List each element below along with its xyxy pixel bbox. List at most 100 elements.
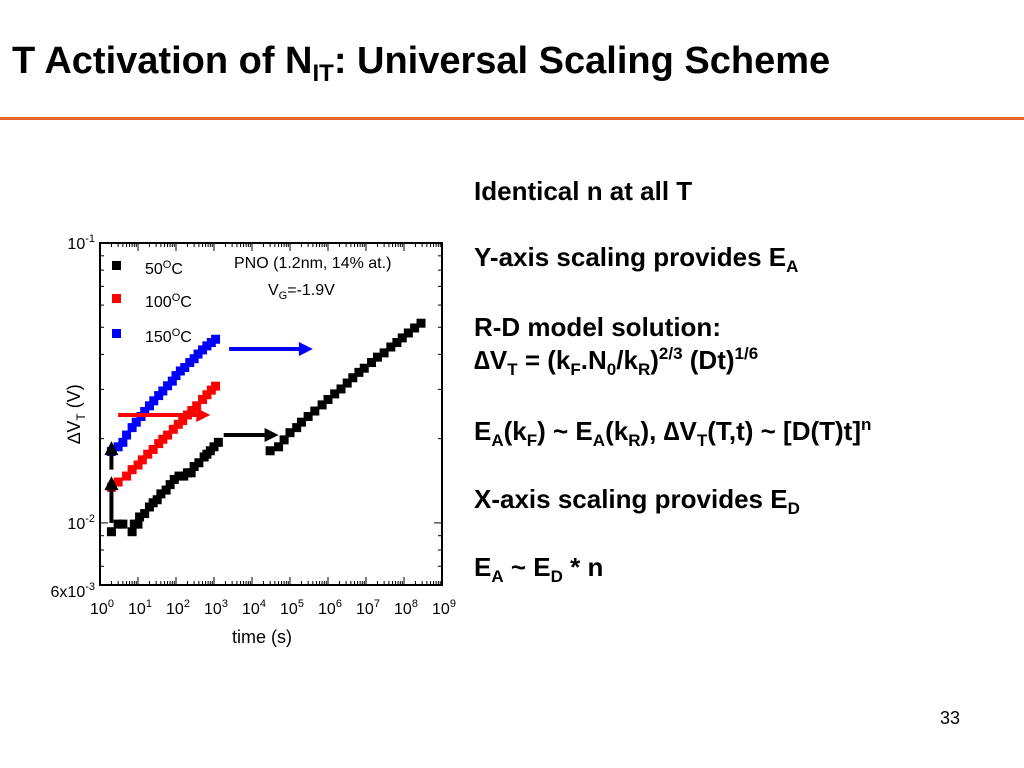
eq3-sub: A — [491, 567, 504, 586]
eq2-part: ), ∆V — [640, 416, 697, 446]
data-point-series-1 — [192, 401, 202, 411]
x-tick-label: 104 — [242, 598, 266, 618]
eq1-part: /k — [616, 345, 638, 375]
eq1-sup: 1/6 — [734, 344, 759, 363]
eq1-part: ) — [650, 345, 659, 375]
data-point-series-0 — [169, 474, 179, 484]
data-point-series-3 — [310, 406, 320, 416]
data-point-series-3 — [274, 442, 284, 452]
data-point-series-2 — [113, 442, 123, 452]
legend-label-150c: 150OC — [145, 327, 192, 346]
eq2-sub: A — [491, 431, 504, 450]
x-tick-label: 100 — [90, 598, 114, 618]
data-point-series-1 — [122, 471, 132, 481]
x-axis-label: time (s) — [232, 627, 292, 647]
y-axis-label: ∆VT (V) — [64, 384, 88, 443]
eq1-part: ∆V — [474, 345, 508, 375]
condition-annotation: PNO (1.2nm, 14% at.) — [234, 255, 391, 272]
eq1-sub: T — [507, 360, 518, 379]
data-point-series-1 — [187, 406, 197, 416]
x-tick-label: 105 — [280, 598, 304, 618]
eq1-sub: F — [570, 360, 581, 379]
legend-swatch-150c — [112, 329, 121, 338]
data-point-series-2 — [180, 363, 190, 373]
data-point-series-3 — [323, 394, 333, 404]
eq3-part: ~ E — [503, 552, 551, 582]
data-point-series-1 — [211, 381, 221, 391]
data-point-series-2 — [189, 354, 199, 364]
x-tick-label: 109 — [432, 598, 456, 618]
data-point-series-0 — [135, 512, 145, 522]
eq2-sub: R — [628, 431, 641, 450]
eq2-sub: A — [592, 431, 606, 450]
data-point-series-0 — [186, 468, 196, 478]
data-point-series-1 — [202, 390, 212, 400]
data-point-series-1 — [163, 430, 173, 440]
data-point-series-1 — [143, 449, 153, 459]
x-tick-label: 102 — [166, 598, 190, 618]
bullet-x-scaling-sub: D — [787, 499, 800, 518]
axis-ticks — [99, 242, 442, 586]
data-point-series-2 — [131, 417, 141, 427]
legend-label-100c: 100OC — [145, 292, 192, 311]
data-point-series-0 — [106, 527, 116, 537]
data-point-series-2 — [127, 423, 137, 433]
data-point-series-0 — [140, 509, 150, 519]
data-point-series-3 — [379, 348, 389, 358]
data-point-series-3 — [285, 428, 295, 438]
bullet-y-scaling-sub: A — [786, 257, 799, 276]
x-tick-label: 107 — [356, 598, 380, 618]
slide-title: T Activation of NIT: Universal Scaling S… — [12, 40, 830, 88]
eq2-sub: T — [696, 431, 708, 450]
data-point-series-3 — [403, 328, 413, 338]
eq1-sup: 2/3 — [658, 344, 683, 363]
data-point-series-3 — [292, 423, 302, 433]
x-tick-label: 108 — [394, 598, 418, 618]
data-point-series-0 — [133, 519, 143, 529]
data-point-series-2 — [140, 407, 150, 417]
data-point-series-3 — [279, 435, 289, 445]
data-point-series-1 — [168, 424, 178, 434]
data-point-series-1 — [198, 394, 208, 404]
legend-swatch-50c — [112, 261, 121, 270]
y-tick-label: 10-1 — [67, 233, 95, 253]
data-point-series-0 — [161, 485, 171, 495]
x-tick-label: 103 — [204, 598, 228, 618]
title-divider — [0, 117, 1024, 120]
bullet-x-scaling: X-axis scaling provides ED — [474, 484, 800, 519]
data-point-series-3 — [367, 358, 377, 368]
x-tick-label: 106 — [318, 598, 342, 618]
data-point-series-2 — [158, 386, 168, 396]
y-tick-label: 10-2 — [67, 513, 95, 533]
data-point-series-3 — [410, 323, 420, 333]
legend-swatch-100c — [112, 294, 121, 303]
data-point-series-2 — [154, 391, 164, 401]
x-tick-label: 101 — [128, 598, 152, 618]
slide-title-text-rest: : Universal Scaling Scheme — [333, 40, 831, 82]
data-point-series-0 — [127, 527, 137, 537]
data-point-series-0 — [152, 495, 162, 505]
data-point-series-2 — [149, 396, 159, 406]
data-markers — [106, 318, 426, 537]
data-point-series-0 — [165, 480, 175, 490]
data-point-series-3 — [317, 400, 327, 410]
shift-arrow-head — [264, 428, 279, 443]
eq3-sub: D — [550, 567, 563, 586]
data-point-series-3 — [265, 446, 275, 456]
data-point-series-3 — [359, 363, 369, 373]
scaling-chart: 100 101 102 103 104 105 106 107 108 109 10-1 10-2 6… — [51, 233, 456, 647]
data-point-series-1 — [133, 460, 143, 470]
eq2-sub: F — [526, 431, 538, 450]
slide-title-text: T Activation of N — [12, 40, 313, 82]
y-tick-labels: 10-1 10-2 6x10-3 — [51, 233, 95, 601]
data-point-series-2 — [118, 437, 128, 447]
data-point-series-0 — [213, 437, 223, 447]
eq3-part: * n — [562, 552, 604, 582]
legend-label-50c: 50OC — [145, 259, 183, 278]
eq1-part: .N — [580, 345, 607, 375]
data-point-series-1 — [178, 416, 188, 426]
eq2-part: (k — [503, 416, 527, 446]
data-point-series-0 — [174, 471, 184, 481]
eq1-part: = (k — [517, 345, 571, 375]
data-point-series-3 — [386, 342, 396, 352]
